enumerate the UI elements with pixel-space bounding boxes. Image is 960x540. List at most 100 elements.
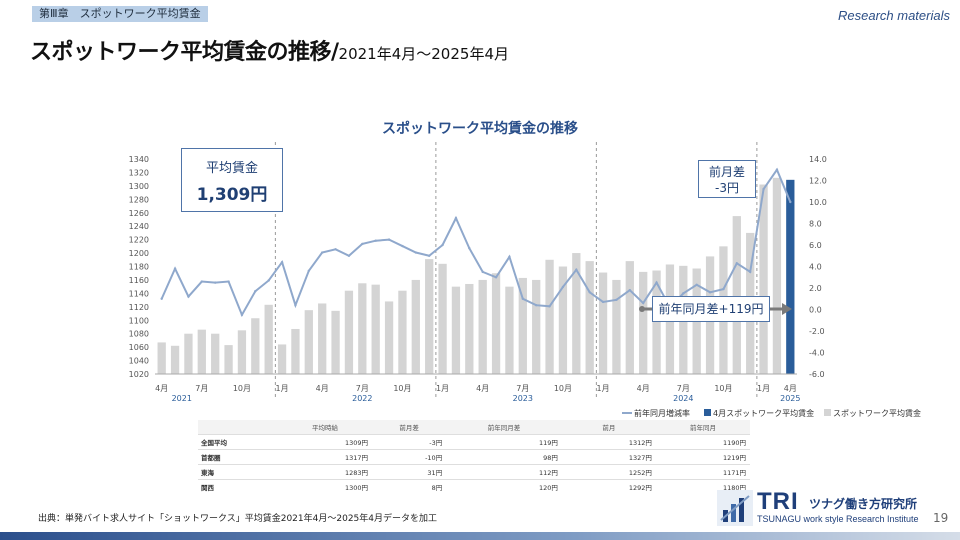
legend-swatch-latest [704,409,711,416]
logo-english-name: TSUNAGU work style Research Institute [757,514,919,524]
year-label: 2025 [780,394,800,403]
year-diff-callout: 前年同月差+119円 [652,296,770,322]
wage-bar [545,259,554,374]
table-row: 全国平均 1309円 -3円 119円 1312円 1190円 [198,434,750,450]
yoy-rate-point [508,255,511,259]
x-tick-label: 4月 [784,384,797,393]
left-axis-tick-label: 1320 [129,168,149,177]
legend-label-latest: 4月スポットワーク平均賃金 [713,408,814,418]
row-label: 首都圏 [198,449,278,465]
yoy-rate-point [374,239,377,242]
wage-bar [478,279,487,374]
yoy-rate-point [695,283,698,286]
table-cell: 31円 [372,464,447,480]
yoy-rate-point [267,279,270,282]
wage-bar [625,261,634,374]
wage-bar [652,270,661,374]
table-cell: 1317円 [278,449,373,465]
right-axis-tick-label: 2.0 [809,284,822,293]
yoy-rate-point [682,292,685,295]
yoy-rate-point [320,251,324,254]
yoy-rate-point [307,269,311,272]
yoy-rate-point [588,291,591,294]
yoy-rate-point [521,297,525,300]
yoy-rate-point [427,254,431,257]
yoy-rate-point [748,270,752,274]
yoy-rate-point [494,276,498,279]
wage-bar [451,286,461,374]
footer-bar [0,532,960,540]
table-row: 東海 1283円 31円 112円 1252円 1171円 [198,464,750,480]
right-axis-tick-label: 6.0 [809,241,822,250]
table-cell: 1300円 [278,479,373,494]
wage-bar [505,286,514,374]
left-axis-tick-label: 1040 [129,357,149,366]
yoy-rate-point [722,287,725,291]
wage-bar [184,333,193,374]
right-axis-tick-label: 4.0 [809,263,822,272]
year-label: 2023 [513,394,533,403]
left-axis-tick-label: 1280 [129,195,149,204]
yoy-rate-point [254,290,257,293]
page-number: 19 [933,511,949,525]
wage-bar [491,273,501,374]
yoy-rate-point [387,238,391,241]
wage-bar [197,329,206,374]
x-tick-label: 7月 [677,384,690,393]
table-cell: 1171円 [655,464,750,480]
yoy-rate-point [280,261,284,264]
table-header: 前年同月差 [446,420,562,435]
wage-bar [157,342,166,374]
research-materials-label: Research materials [838,8,950,23]
wage-bar [518,277,527,374]
average-wage-label: 平均賃金 [205,161,258,176]
wage-bar [572,253,581,374]
wage-bar [331,310,340,374]
left-axis-tick-label: 1180 [129,263,149,272]
yoy-rate-point [294,304,297,307]
yoy-rate-point [561,285,565,289]
row-label: 全国平均 [198,434,278,450]
table-corner-cell [198,420,278,435]
yoy-callout-arrowhead [782,303,792,315]
yoy-rate-point [628,288,632,292]
right-axis-tick-label: 0.0 [809,306,822,315]
x-tick-label: 1月 [436,384,449,393]
wage-bar [411,279,420,374]
wage-bar [732,216,741,374]
chapter-tag: 第Ⅲ章 スポットワーク平均賃金 [32,6,208,22]
table-cell: 1252円 [561,464,656,480]
page-title: スポットワーク平均賃金の推移/2021年4月～2025年4月 [30,34,509,66]
source-note: 出典：単発バイト求人サイト「ショットワークス」平均賃金2021年4月～2025年… [38,514,437,524]
table-cell: 1292円 [561,479,656,494]
yoy-rate-point [615,298,618,302]
right-axis-tick-label: 8.0 [809,220,822,229]
wage-bar [612,279,621,374]
x-tick-label: 4月 [476,384,489,393]
left-axis-tick-label: 1120 [129,303,149,312]
wage-bar [772,177,782,374]
tri-logo: TRI ツナグ働き方研究所 TSUNAGU work style Researc… [717,488,927,526]
yoy-rate-point [789,200,792,204]
yoy-rate-point [548,305,551,308]
yoy-rate-point [240,313,244,317]
left-axis-tick-label: 1340 [129,155,149,164]
wage-bar [344,290,354,374]
yoy-rate-point [641,301,645,305]
x-tick-label: 10月 [233,384,251,393]
page-title-main: スポットワーク平均賃金の推移/ [30,40,339,65]
x-tick-label: 10月 [393,384,411,393]
x-tick-label: 7月 [516,384,529,393]
table-cell: 119円 [446,434,562,450]
yoy-rate-point [575,268,578,271]
yoy-rate-point [534,304,538,307]
yoy-rate-point [160,297,163,300]
yoy-rate-point [361,242,364,246]
x-tick-label: 10月 [554,384,572,393]
yoy-rate-point [708,291,712,294]
wage-bar [237,330,247,374]
yoy-callout-arrow-dot [639,306,645,312]
table-cell: 1190円 [655,434,750,450]
yoy-rate-point [468,247,471,250]
right-axis-tick-label: -6.0 [809,370,825,379]
